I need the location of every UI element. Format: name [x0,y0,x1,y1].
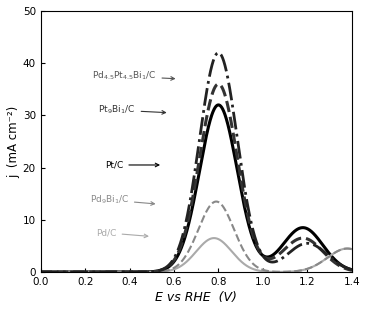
Text: Pt$_9$Bi$_1$/C: Pt$_9$Bi$_1$/C [98,104,166,116]
X-axis label: E vs RHE  (V): E vs RHE (V) [155,291,237,304]
Text: Pd$_9$Bi$_1$/C: Pd$_9$Bi$_1$/C [90,194,155,206]
Text: Pt/C: Pt/C [105,160,159,169]
Text: Pd/C: Pd/C [96,228,148,238]
Text: Pd$_{4.5}$Pt$_{4.5}$Bi$_1$/C: Pd$_{4.5}$Pt$_{4.5}$Bi$_1$/C [92,70,174,82]
Y-axis label: j  (mA cm⁻²): j (mA cm⁻²) [7,105,20,178]
